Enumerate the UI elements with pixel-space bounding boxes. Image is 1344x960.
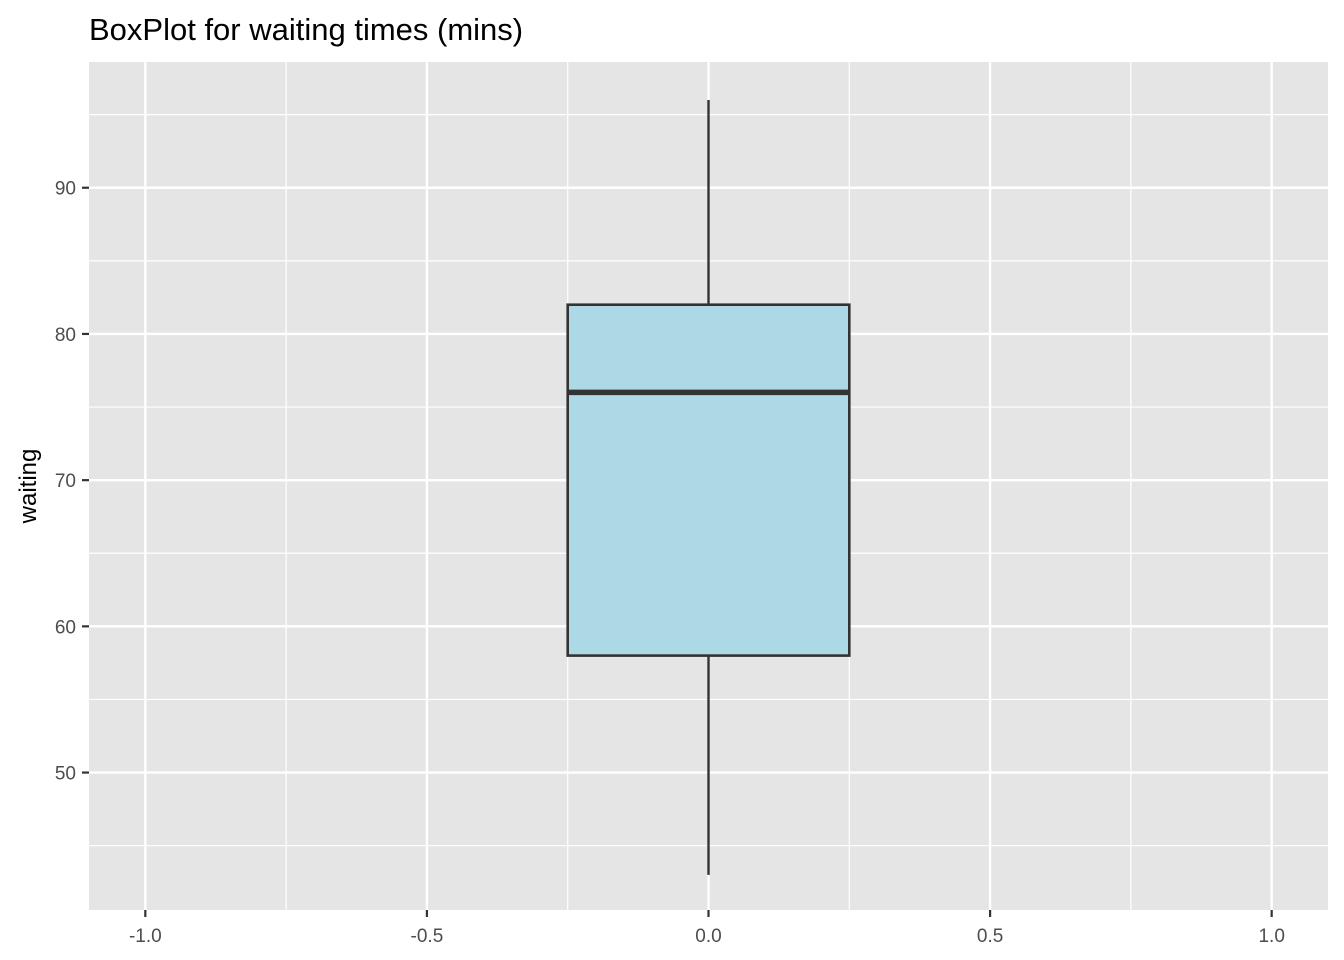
y-tick-label: 80 [55, 325, 76, 346]
y-tick-label: 70 [55, 471, 76, 492]
y-tick-label: 90 [55, 179, 76, 200]
y-axis-title: waiting [15, 449, 42, 525]
axes-layer: 50 60 70 80 90 -1.0 -0.5 0.0 0.5 1.0 [55, 179, 1285, 947]
x-tick-label: 1.0 [1258, 926, 1284, 947]
y-tick-label: 60 [55, 617, 76, 638]
chart-title: BoxPlot for waiting times (mins) [89, 12, 523, 47]
x-tick-label: 0.0 [695, 926, 721, 947]
x-tick-label: -1.0 [129, 926, 162, 947]
x-tick-label: 0.5 [977, 926, 1003, 947]
x-tick-label: -0.5 [411, 926, 444, 947]
y-tick-label: 50 [55, 764, 76, 785]
box-iqr [566, 303, 851, 657]
box-layer [566, 100, 851, 875]
